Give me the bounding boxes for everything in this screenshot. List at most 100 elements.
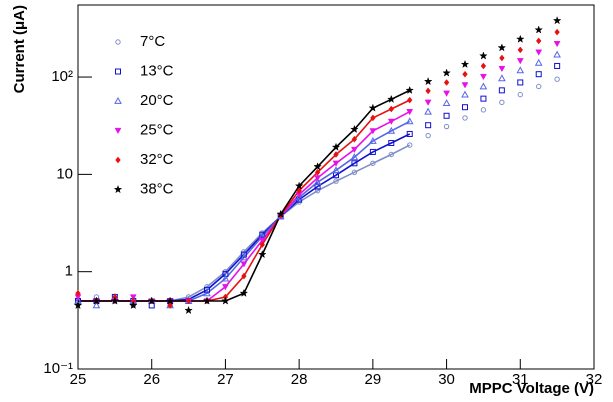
legend-marker — [114, 96, 122, 104]
marker — [535, 37, 542, 45]
marker — [350, 124, 359, 134]
marker — [461, 90, 469, 98]
marker — [499, 54, 505, 62]
marker — [259, 241, 266, 249]
marker — [554, 76, 560, 82]
legend-label: 20°C — [140, 92, 174, 109]
marker — [534, 58, 543, 66]
marker — [167, 301, 173, 309]
marker — [369, 148, 376, 155]
x-tick-label: 25 — [70, 371, 87, 388]
marker — [498, 87, 505, 94]
marker — [497, 43, 507, 52]
x-tick-label: 26 — [143, 371, 160, 388]
marker — [276, 209, 286, 218]
marker — [552, 15, 562, 25]
marker — [424, 107, 432, 115]
plot-frame — [77, 4, 595, 370]
x-tick-label: 31 — [512, 371, 529, 388]
marker — [516, 66, 525, 74]
marker — [535, 71, 542, 78]
marker — [388, 151, 394, 158]
marker — [258, 237, 266, 244]
marker — [333, 178, 339, 184]
marker — [517, 79, 524, 86]
legend-marker — [113, 184, 123, 194]
fit-curve — [78, 89, 411, 302]
marker — [405, 117, 414, 125]
marker — [203, 289, 211, 297]
marker — [386, 94, 396, 104]
marker — [534, 25, 544, 34]
marker — [75, 289, 81, 297]
marker — [314, 187, 321, 194]
marker — [535, 49, 543, 56]
marker — [313, 178, 322, 186]
marker — [406, 130, 413, 137]
marker — [498, 74, 506, 82]
marker — [443, 90, 451, 97]
marker — [405, 85, 415, 95]
marker — [221, 296, 230, 305]
marker — [388, 105, 395, 113]
marker — [407, 142, 413, 148]
marker — [424, 99, 432, 106]
marker — [202, 296, 212, 305]
marker — [425, 122, 432, 129]
marker — [314, 168, 321, 176]
marker — [536, 83, 542, 90]
marker — [515, 34, 525, 43]
y-tick-label: 1 — [65, 263, 73, 280]
marker — [480, 62, 487, 70]
marker — [442, 99, 451, 106]
marker — [554, 28, 560, 36]
marker — [147, 296, 157, 305]
marker — [257, 249, 267, 259]
x-axis-title: MPPC Voltage (V) — [469, 380, 594, 397]
marker — [479, 73, 487, 81]
x-tick-label: 27 — [217, 371, 234, 388]
marker — [499, 99, 505, 106]
marker — [406, 96, 413, 104]
marker — [480, 95, 487, 102]
legend-marker — [115, 39, 121, 45]
y-tick-label: 10⁻¹ — [43, 360, 73, 377]
marker — [110, 296, 120, 305]
x-tick-label: 29 — [365, 371, 382, 388]
legend-label: 38°C — [140, 180, 174, 197]
x-tick-label: 30 — [438, 371, 455, 388]
marker — [425, 87, 431, 95]
marker — [294, 181, 304, 190]
marker — [221, 274, 230, 282]
marker — [241, 272, 247, 280]
marker — [351, 160, 358, 167]
marker — [239, 288, 249, 297]
marker — [406, 109, 414, 116]
x-tick-label: 28 — [291, 371, 308, 388]
marker — [350, 146, 358, 154]
y-tick-label: 10 — [56, 165, 73, 182]
marker — [370, 114, 376, 122]
marker — [425, 132, 431, 139]
y-axis-title: Current (μA) — [11, 5, 28, 93]
marker — [442, 68, 451, 77]
marker — [554, 62, 561, 69]
legend-marker — [114, 127, 122, 135]
marker — [165, 296, 175, 305]
legend-label: 25°C — [140, 121, 174, 138]
marker — [351, 135, 358, 143]
legend-label: 13°C — [140, 62, 174, 79]
marker — [240, 261, 248, 268]
marker — [314, 183, 321, 190]
marker — [185, 297, 192, 305]
marker — [553, 41, 561, 48]
marker — [553, 50, 561, 58]
marker — [129, 294, 137, 301]
marker — [350, 153, 359, 161]
fit-curve — [78, 99, 411, 302]
marker — [443, 123, 450, 130]
marker — [332, 166, 340, 174]
marker — [313, 162, 322, 171]
